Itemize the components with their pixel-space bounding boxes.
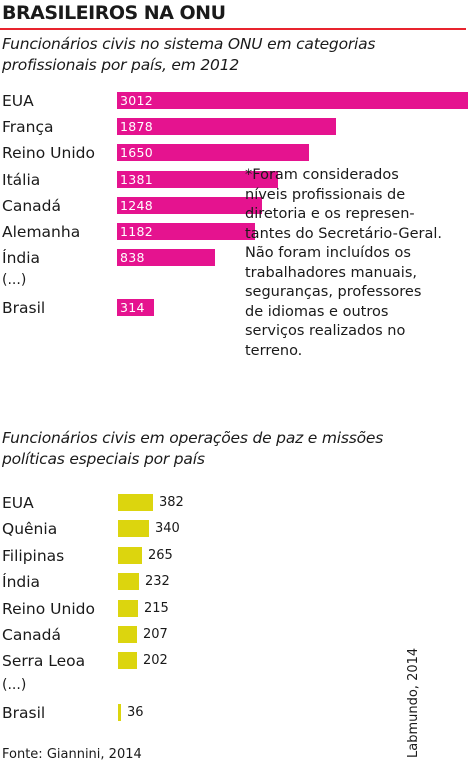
category-label: Brasil xyxy=(2,299,46,317)
bar-value-label: 232 xyxy=(145,574,170,590)
bar: 1878 xyxy=(117,118,336,136)
chart2-subtitle: Funcionários civis em operações de paz e… xyxy=(2,429,384,468)
bar-value-label: 1650 xyxy=(120,145,154,161)
category-label: Índia xyxy=(2,573,41,592)
bar-value-label: 1248 xyxy=(120,197,154,213)
category-label: Índia xyxy=(2,249,41,268)
bar-value-label: 215 xyxy=(144,600,169,616)
bar xyxy=(118,652,137,670)
bar-value-label: 838 xyxy=(120,250,145,266)
bar xyxy=(118,599,138,617)
bar: 314 xyxy=(117,299,154,316)
bar-value-label: 340 xyxy=(155,521,180,537)
bar xyxy=(118,704,121,721)
bar: 3012 xyxy=(117,92,468,109)
category-label: EUA xyxy=(2,494,34,512)
category-label: Reino Unido xyxy=(2,599,95,618)
bar xyxy=(118,573,139,591)
bar: 1650 xyxy=(117,144,309,162)
bar: 838 xyxy=(117,249,215,267)
bar-value-label: 265 xyxy=(148,547,173,563)
category-label: Alemanha xyxy=(2,223,81,241)
category-label: Canadá xyxy=(2,196,61,215)
bar xyxy=(118,626,137,643)
bar: 1182 xyxy=(117,223,255,240)
ellipsis-marker: (...) xyxy=(2,272,27,288)
bar-value-label: 1182 xyxy=(120,224,154,239)
footnote: *Foram considerados níveis profissionais… xyxy=(245,167,442,359)
category-label: Filipinas xyxy=(2,546,65,565)
category-label: Reino Unido xyxy=(2,144,95,163)
category-label: Brasil xyxy=(2,704,46,722)
category-label: Quênia xyxy=(2,520,58,539)
bar xyxy=(118,494,153,511)
chart1-subtitle: Funcionários civis no sistema ONU em cat… xyxy=(2,35,376,74)
bar-value-label: 1878 xyxy=(120,119,154,135)
bar-value-label: 1381 xyxy=(120,171,154,187)
ellipsis-marker: (...) xyxy=(2,677,27,693)
category-label: Itália xyxy=(2,170,41,189)
credit-note: Labmundo, 2014 xyxy=(406,647,421,758)
bar-value-label: 202 xyxy=(143,653,168,669)
category-label: EUA xyxy=(2,92,34,110)
bar: 1248 xyxy=(117,196,262,214)
category-label: Serra Leoa xyxy=(2,652,86,671)
title-underline xyxy=(0,28,466,30)
category-label: Canadá xyxy=(2,626,61,644)
bar-value-label: 314 xyxy=(120,300,145,315)
bar-value-label: 382 xyxy=(159,495,184,510)
bar-value-label: 36 xyxy=(127,705,144,720)
source-note: Fonte: Giannini, 2014 xyxy=(2,747,142,762)
bar-value-label: 3012 xyxy=(120,93,154,108)
bar: 1381 xyxy=(117,170,278,188)
bar-value-label: 207 xyxy=(143,627,168,642)
bar xyxy=(118,520,149,538)
chart-title: BRASILEIROS NA ONU xyxy=(2,2,226,24)
bar xyxy=(118,546,142,564)
category-label: França xyxy=(2,118,54,137)
